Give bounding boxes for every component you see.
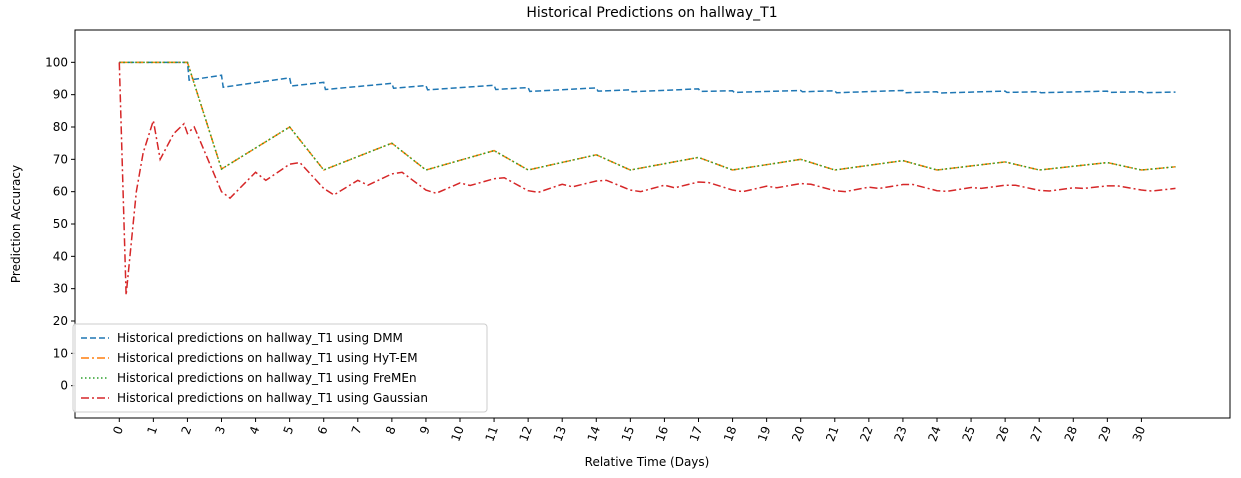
legend-label: Historical predictions on hallway_T1 usi… [117,391,428,405]
y-tick-label: 90 [53,88,68,102]
y-tick-label: 10 [53,346,68,360]
series-line [119,61,1176,171]
x-tick-label: 10 [448,424,466,443]
x-tick-label: 30 [1130,424,1148,443]
x-tick-label: 27 [1028,424,1046,443]
y-tick-label: 70 [53,152,68,166]
x-tick-label: 11 [483,424,501,443]
x-tick-label: 21 [823,424,841,443]
x-tick-label: 13 [551,424,569,443]
x-tick-label: 16 [653,424,671,443]
x-tick-label: 25 [959,424,977,443]
x-axis-label: Relative Time (Days) [585,455,710,469]
x-tick-label: 26 [994,424,1012,443]
x-tick-label: 28 [1062,424,1080,443]
y-tick-label: 50 [53,217,68,231]
x-tick-label: 19 [755,424,773,443]
x-tick-label: 0 [110,424,126,436]
x-tick-label: 15 [619,424,637,443]
x-tick-label: 12 [517,424,535,443]
legend-box [72,323,488,413]
y-axis-label: Prediction Accuracy [9,165,23,283]
x-tick-label: 18 [721,424,739,443]
x-tick-label: 9 [417,424,433,436]
y-tick-label: 80 [53,120,68,134]
x-tick-label: 22 [857,424,875,443]
chart-title: Historical Predictions on hallway_T1 [526,5,777,21]
y-tick-label: 40 [53,249,68,263]
x-tick-label: 20 [789,424,807,443]
legend-label: Historical predictions on hallway_T1 usi… [117,371,417,385]
x-tick-label: 1 [144,424,160,436]
series-line [119,61,1176,94]
y-tick-label: 0 [60,379,68,393]
x-tick-label: 29 [1096,424,1114,443]
x-tick-label: 3 [213,424,229,436]
x-tick-label: 17 [687,424,705,443]
legend-label: Historical predictions on hallway_T1 usi… [117,331,403,345]
y-tick-label: 60 [53,185,68,199]
x-tick-label: 14 [585,424,603,443]
x-tick-label: 6 [315,424,331,436]
legend-label: Historical predictions on hallway_T1 usi… [117,351,418,365]
series-line [118,62,1176,296]
y-tick-label: 30 [53,282,68,296]
series-line [119,61,1176,171]
y-tick-label: 20 [53,314,68,328]
x-tick-label: 5 [281,424,297,436]
x-tick-label: 24 [925,424,943,443]
x-tick-label: 2 [178,424,194,436]
x-tick-label: 23 [891,424,909,443]
x-tick-label: 7 [349,424,365,436]
x-tick-label: 8 [383,424,399,436]
y-tick-label: 100 [45,55,68,69]
x-tick-label: 4 [247,424,263,436]
